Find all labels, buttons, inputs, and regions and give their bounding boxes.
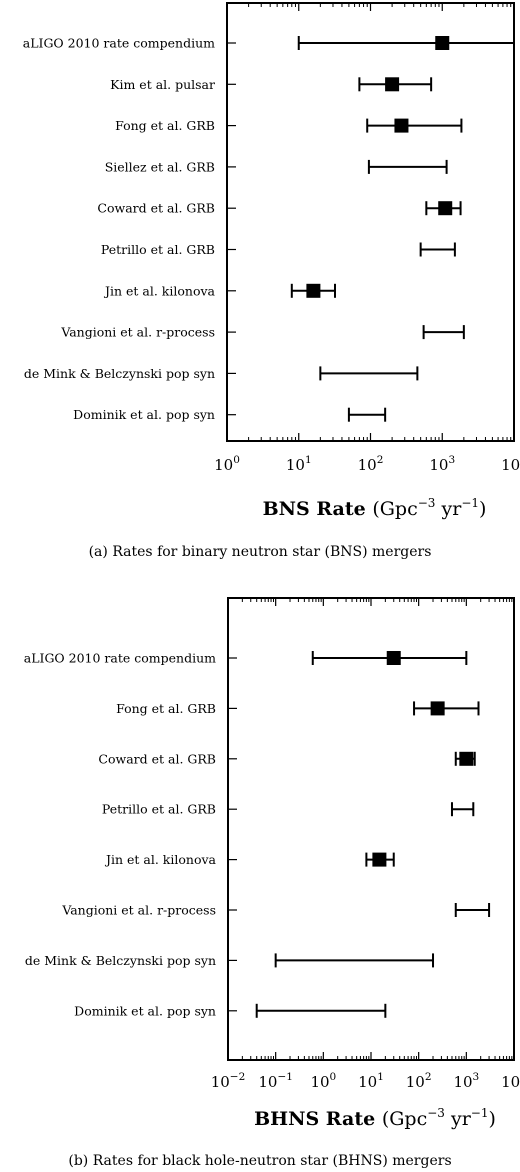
chart-1-tick-label-exp: 1 xyxy=(377,1071,384,1083)
chart-1-tick-label: 103 xyxy=(453,1071,479,1091)
chart-0-tick-label-exp: 3 xyxy=(448,454,455,466)
chart-0-data-point xyxy=(435,36,450,50)
chart-1-xaxis-label-mid: yr xyxy=(445,1108,472,1130)
chart-0-xaxis-label-mid: yr xyxy=(435,498,462,520)
chart-1-tick-label-exp: −1 xyxy=(277,1071,292,1083)
chart-1-tick-label-exp: 2 xyxy=(425,1071,432,1083)
chart-0-tick-label-base: 10 xyxy=(429,456,448,474)
chart-1-data-point xyxy=(372,852,387,867)
chart-bns: 100101102103104BNS Rate (Gpc−3 yr−1)(a) … xyxy=(23,2,520,560)
chart-1-tick-label-base: 10 xyxy=(453,1073,472,1091)
chart-0-tick-label: 100 xyxy=(214,454,240,474)
chart-1-xaxis-label-name: BHNS Rate xyxy=(254,1108,382,1130)
chart-0-row-label: Vangioni et al. r-process xyxy=(60,325,215,340)
chart-1-tick-label-base: 10 xyxy=(406,1073,425,1091)
chart-1-tick-label: 101 xyxy=(358,1071,384,1091)
chart-0-tick-label: 101 xyxy=(286,454,312,474)
chart-1-tick-label: 102 xyxy=(406,1071,432,1091)
chart-0-xaxis-label-exp1: −3 xyxy=(418,496,436,510)
chart-bhns: 10−210−1100101102103104BHNS Rate (Gpc−3 … xyxy=(24,597,520,1169)
chart-0-xaxis-label-end: ) xyxy=(479,498,486,520)
chart-1-xaxis-label: BHNS Rate (Gpc−3 yr−1) xyxy=(254,1106,496,1130)
chart-1-row-label: Fong et al. GRB xyxy=(116,701,216,716)
chart-1-data-point xyxy=(386,651,401,665)
chart-0-tick-label-exp: 2 xyxy=(377,454,384,466)
chart-0-frame xyxy=(226,2,515,442)
chart-0-data-point xyxy=(438,201,453,216)
chart-0-row-label: Fong et al. GRB xyxy=(115,118,215,133)
chart-0-row-label: aLIGO 2010 rate compendium xyxy=(23,36,215,51)
chart-0-tick-label-exp: 0 xyxy=(233,454,240,466)
chart-0-tick-label-exp: 1 xyxy=(305,454,312,466)
chart-0-xaxis-label: BNS Rate (Gpc−3 yr−1) xyxy=(263,496,487,520)
chart-1-tick-label-base: 10 xyxy=(258,1073,277,1091)
chart-1-tick-label-base: 10 xyxy=(358,1073,377,1091)
chart-1-tick-label-exp: 0 xyxy=(330,1071,337,1083)
chart-1-row-label: Petrillo et al. GRB xyxy=(102,802,216,817)
chart-1-tick-label: 100 xyxy=(310,1071,336,1091)
chart-1-frame xyxy=(227,597,515,1061)
chart-0-xaxis-label-name: BNS Rate xyxy=(263,498,373,520)
chart-1-xaxis-label-end: ) xyxy=(488,1108,495,1130)
chart-1-tick-label-base: 10 xyxy=(501,1073,520,1091)
chart-0-row-label: Kim et al. pulsar xyxy=(110,77,215,92)
chart-0-data-point xyxy=(394,118,409,133)
chart-1-data-point xyxy=(459,751,474,766)
chart-0-xaxis-label-exp2: −1 xyxy=(461,496,479,510)
chart-0-xaxis-label-unit: (Gpc xyxy=(372,498,417,520)
chart-0-tick-label-base: 10 xyxy=(501,456,520,474)
chart-0-data-point xyxy=(385,77,400,92)
chart-1-row-label: Coward et al. GRB xyxy=(98,751,216,766)
chart-1-tick-label-exp: 3 xyxy=(473,1071,480,1083)
chart-0-tick-label-base: 10 xyxy=(358,456,377,474)
chart-1-row-label: aLIGO 2010 rate compendium xyxy=(24,651,216,666)
chart-0-tick-label-base: 10 xyxy=(286,456,305,474)
chart-0-tick-label: 102 xyxy=(358,454,384,474)
chart-1-row-label: Vangioni et al. r-process xyxy=(61,903,216,918)
chart-0-row-label: Coward et al. GRB xyxy=(97,201,215,216)
chart-1-tick-label: 10−1 xyxy=(258,1071,293,1091)
chart-1-xaxis-label-exp2: −1 xyxy=(471,1106,489,1120)
chart-1-caption: (b) Rates for black hole-neutron star (B… xyxy=(68,1153,451,1169)
chart-0-tick-label-base: 10 xyxy=(214,456,233,474)
chart-1-row-label: de Mink & Belczynski pop syn xyxy=(25,953,216,968)
chart-1-tick-label-base: 10 xyxy=(211,1073,230,1091)
chart-1-data-point xyxy=(430,701,445,716)
chart-1-tick-label: 10−2 xyxy=(211,1071,246,1091)
chart-0-row-label: Petrillo et al. GRB xyxy=(101,242,215,257)
chart-1-row-label: Jin et al. kilonova xyxy=(104,852,217,867)
chart-0-caption: (a) Rates for binary neutron star (BNS) … xyxy=(89,544,432,560)
chart-1-tick-label-base: 10 xyxy=(310,1073,329,1091)
chart-0-row-label: Siellez et al. GRB xyxy=(105,159,215,174)
chart-1-tick-label-exp: −2 xyxy=(230,1071,245,1083)
chart-0-tick-label: 103 xyxy=(429,454,455,474)
chart-0-tick-label: 104 xyxy=(501,454,520,474)
chart-1-xaxis-label-exp1: −3 xyxy=(427,1106,445,1120)
chart-0-row-label: Jin et al. kilonova xyxy=(103,283,216,298)
chart-1-xaxis-label-unit: (Gpc xyxy=(382,1108,427,1130)
chart-0-data-point xyxy=(306,283,321,298)
chart-0-row-label: de Mink & Belczynski pop syn xyxy=(24,366,215,381)
chart-0-row-label: Dominik et al. pop syn xyxy=(73,407,215,422)
chart-1-row-label: Dominik et al. pop syn xyxy=(74,1003,216,1018)
chart-1-tick-label: 104 xyxy=(501,1071,520,1091)
